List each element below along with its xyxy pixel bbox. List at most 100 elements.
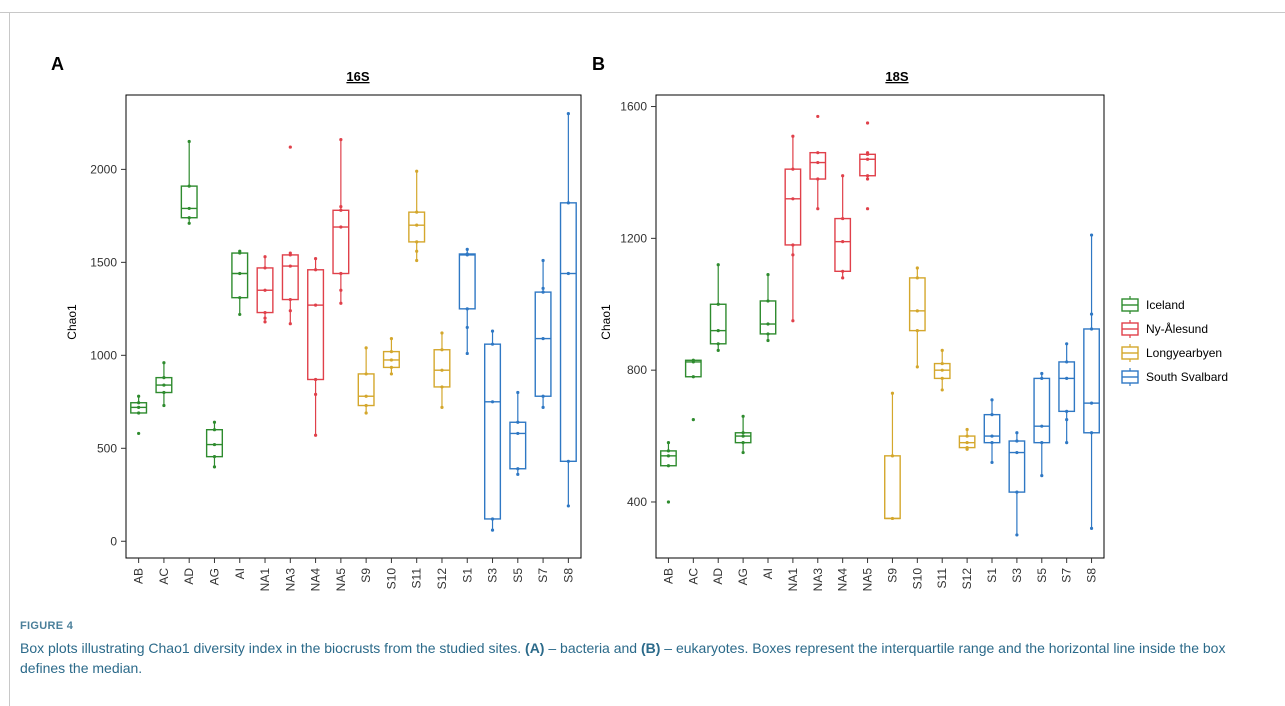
data-point xyxy=(541,405,545,409)
data-point xyxy=(263,266,267,270)
data-point xyxy=(990,434,994,438)
data-point xyxy=(465,351,469,356)
data-point xyxy=(666,441,671,445)
data-point xyxy=(1065,417,1069,422)
legend-label: South Svalbard xyxy=(1146,370,1228,384)
panel-a: A 16S Chao1 0 500 1000 1500 2000 AB AC AD AG AI NA… xyxy=(51,54,582,592)
data-point xyxy=(288,322,292,326)
x-tick-label: S10 xyxy=(384,568,398,590)
data-point xyxy=(890,391,895,395)
x-tick-label: AI xyxy=(233,568,247,579)
data-point xyxy=(238,271,242,276)
data-point xyxy=(263,320,267,324)
data-point xyxy=(691,358,695,362)
data-point xyxy=(915,309,919,313)
data-point xyxy=(541,286,545,290)
data-point xyxy=(516,431,520,436)
box-body xyxy=(809,151,827,180)
data-point xyxy=(990,398,994,402)
y-tick-label: 800 xyxy=(627,363,647,377)
data-point xyxy=(841,174,845,178)
data-point xyxy=(415,249,419,253)
box-S11 xyxy=(408,169,426,263)
data-point xyxy=(691,417,695,422)
x-tick-label: S5 xyxy=(1035,568,1049,583)
y-tick-label: 2000 xyxy=(90,162,117,176)
box-S12 xyxy=(958,427,976,451)
box-body xyxy=(1083,328,1100,434)
box-AC xyxy=(155,361,173,408)
figure-caption: FIGURE 4 Box plots illustrating Chao1 di… xyxy=(20,620,1260,678)
data-point xyxy=(666,500,671,504)
box-NA1 xyxy=(256,255,274,324)
data-point xyxy=(288,297,292,302)
legend: Iceland Ny-Ålesund Longyearbyen South Svalb… xyxy=(1121,296,1228,386)
data-point xyxy=(288,264,292,268)
data-point xyxy=(1040,441,1044,445)
box-AI xyxy=(231,249,249,317)
data-point xyxy=(766,299,770,303)
data-point xyxy=(465,307,469,311)
data-point xyxy=(187,184,191,188)
x-tick-label: S11 xyxy=(410,568,424,589)
box-NA4 xyxy=(307,257,325,437)
plot-frame-b xyxy=(655,94,1105,559)
data-point xyxy=(541,290,545,294)
data-point xyxy=(364,394,368,398)
box-S10 xyxy=(382,336,400,376)
box-body xyxy=(983,413,1001,444)
data-point xyxy=(263,288,267,292)
data-point xyxy=(238,249,242,253)
box-body xyxy=(534,291,552,397)
box-body xyxy=(559,202,577,463)
data-point xyxy=(415,223,419,227)
x-tick-label: AB xyxy=(132,568,146,584)
data-point xyxy=(791,243,795,247)
data-point xyxy=(1040,474,1044,478)
y-tick-label: 1000 xyxy=(90,348,117,362)
data-point xyxy=(339,301,343,305)
panel-letter-b: B xyxy=(592,54,605,74)
x-tick-label: S7 xyxy=(536,568,550,583)
data-point xyxy=(162,383,166,387)
data-point xyxy=(1015,450,1019,455)
figure-frame-top xyxy=(0,12,1285,13)
data-point xyxy=(716,342,720,346)
data-point xyxy=(440,331,444,335)
x-tick-label: AC xyxy=(686,568,700,585)
data-point xyxy=(339,204,343,209)
data-point xyxy=(791,319,795,323)
data-point xyxy=(212,428,217,432)
data-point xyxy=(187,139,191,144)
data-point xyxy=(313,392,318,396)
x-tick-label: S5 xyxy=(511,568,525,583)
data-point xyxy=(313,433,318,437)
data-point xyxy=(741,431,745,435)
data-point xyxy=(816,160,820,165)
box-AG xyxy=(205,420,224,469)
data-point xyxy=(1089,312,1094,316)
data-point xyxy=(1040,376,1044,381)
box-body xyxy=(759,300,777,335)
box-body xyxy=(859,153,876,177)
data-point xyxy=(1040,371,1044,376)
x-tick-label: NA5 xyxy=(861,568,875,592)
x-tick-label: NA3 xyxy=(811,568,825,592)
data-point xyxy=(965,427,969,432)
box-S3 xyxy=(483,329,502,532)
x-tick-label: AG xyxy=(736,568,750,585)
x-tick-label: AB xyxy=(661,568,675,584)
panel-letter-a: A xyxy=(51,54,64,74)
data-point xyxy=(415,258,419,263)
legend-item: Ny-Ålesund xyxy=(1121,320,1208,338)
caption-label: FIGURE 4 xyxy=(20,620,74,632)
box-S1 xyxy=(983,398,1001,465)
data-point xyxy=(1089,233,1094,237)
box-body xyxy=(281,254,299,301)
box-AB xyxy=(130,394,148,436)
box-body xyxy=(307,269,325,381)
data-point xyxy=(364,372,368,376)
data-point xyxy=(841,276,845,280)
x-tick-label: NA3 xyxy=(283,568,297,592)
box-body xyxy=(357,373,375,407)
